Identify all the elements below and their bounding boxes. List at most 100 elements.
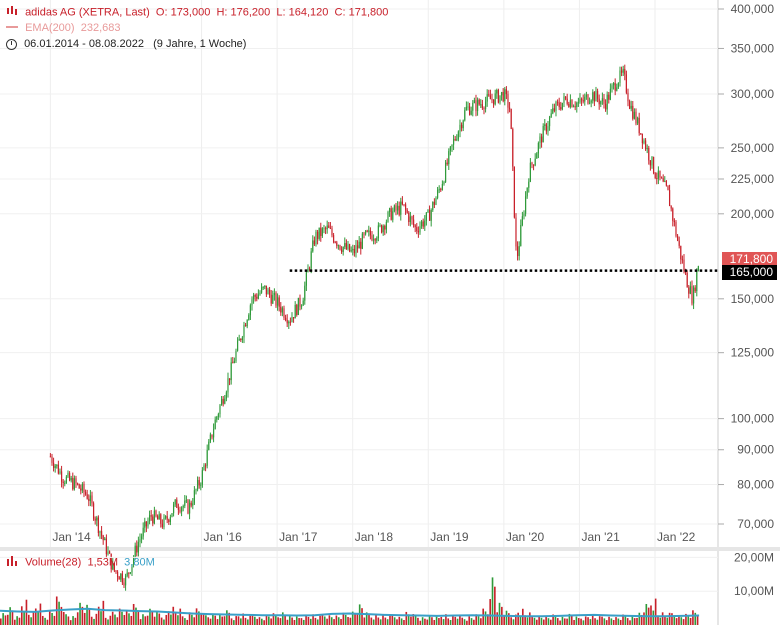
candle-body (433, 201, 435, 205)
volume-bar (156, 611, 158, 625)
ema-legend: EMA(200) 232,683 (6, 22, 120, 34)
volume-bar (389, 615, 391, 625)
candle-body (334, 241, 336, 243)
candle-body (571, 100, 573, 107)
candle-body (524, 196, 527, 214)
volume-bar (673, 615, 676, 625)
candle-body (644, 140, 647, 150)
candle-body (683, 259, 685, 272)
candle-body (305, 272, 307, 286)
volume-bar (53, 615, 56, 625)
candle-body (568, 103, 570, 107)
candle-body (316, 231, 319, 239)
candle-body (504, 89, 506, 102)
volume-bar (685, 613, 687, 625)
candle-body (180, 507, 183, 512)
volume-bar (666, 617, 669, 625)
volume-bar (27, 614, 30, 625)
candle-body (158, 514, 160, 520)
volume-bar (284, 614, 286, 625)
candle-body (129, 572, 131, 574)
volume-bar (216, 619, 219, 625)
candle-body (171, 513, 173, 517)
volume-bar (591, 614, 594, 625)
candle-body (489, 95, 491, 100)
candle-body (476, 99, 479, 112)
candle-body (558, 102, 560, 108)
candle-body (299, 297, 301, 307)
candle-body (427, 210, 429, 213)
candle-body (240, 338, 242, 341)
volume-bar (370, 617, 373, 625)
candle-body (542, 125, 544, 143)
bar-chart-icon (6, 556, 18, 569)
candle-body (59, 471, 61, 474)
x-tick-label: Jan '22 (657, 530, 696, 544)
candle-body (419, 226, 421, 233)
volume-bar (102, 600, 105, 625)
candle-body (83, 483, 85, 493)
volume-bar (344, 614, 347, 625)
volume-bar (487, 614, 489, 625)
candle-body (395, 205, 397, 211)
candle-body (640, 133, 642, 135)
volume-bar (219, 614, 221, 625)
candle-body (574, 106, 576, 108)
volume-bar (146, 615, 149, 625)
candle-body (609, 88, 611, 100)
candle-body (289, 321, 291, 323)
x-tick-label: Jan '17 (279, 530, 318, 544)
volume-bar (680, 617, 683, 625)
volume-bar (342, 612, 345, 625)
volume-bar (664, 615, 666, 625)
candle-body (243, 324, 245, 338)
candle-body (150, 515, 152, 517)
volume-bar (165, 614, 168, 625)
candle-body (321, 228, 323, 236)
candle-body (675, 222, 677, 236)
candle-body (216, 416, 218, 420)
volume-bar (482, 608, 485, 625)
volume-bar (256, 618, 258, 625)
candle-body (624, 68, 626, 75)
candle-body (78, 484, 80, 489)
candle-body (416, 227, 418, 231)
candle-body (408, 212, 410, 223)
volume-bar (531, 615, 533, 625)
candle-body (166, 516, 168, 520)
level-line-tag[interactable]: 165,000 (721, 265, 777, 280)
candle-body (393, 205, 395, 212)
volume-bar (424, 618, 426, 625)
candle-body (241, 337, 243, 341)
candle-body (124, 575, 127, 586)
candle-body (224, 398, 226, 404)
candle-body (112, 562, 114, 570)
candle-body (379, 225, 381, 227)
volume-bar (573, 619, 575, 625)
candle-body (276, 297, 279, 306)
volume-bar (130, 615, 133, 625)
volume-bar (626, 618, 629, 625)
candle-body (512, 128, 514, 167)
volume-bar (226, 610, 228, 625)
candle-body (272, 295, 274, 304)
date-range-legend: 06.01.2014 - 08.08.2022 (9 Jahre, 1 Woch… (6, 38, 246, 50)
candle-body (588, 102, 591, 104)
volume-bar (351, 611, 354, 625)
volume-bar (230, 618, 233, 625)
candle-body (601, 98, 603, 102)
volume-bar (128, 613, 130, 625)
candle-body (329, 227, 331, 229)
candle-body (486, 94, 488, 102)
volume-value-1: 1,53M (87, 556, 119, 569)
volume-bar (638, 612, 641, 625)
volume-bar (76, 612, 79, 625)
volume-bar (109, 615, 112, 625)
candle-body (380, 225, 383, 233)
candle-body (657, 170, 659, 179)
volume-bar (554, 616, 557, 625)
volume-bar (69, 620, 72, 625)
volume-bar (249, 615, 251, 625)
volume-bar (633, 618, 636, 625)
